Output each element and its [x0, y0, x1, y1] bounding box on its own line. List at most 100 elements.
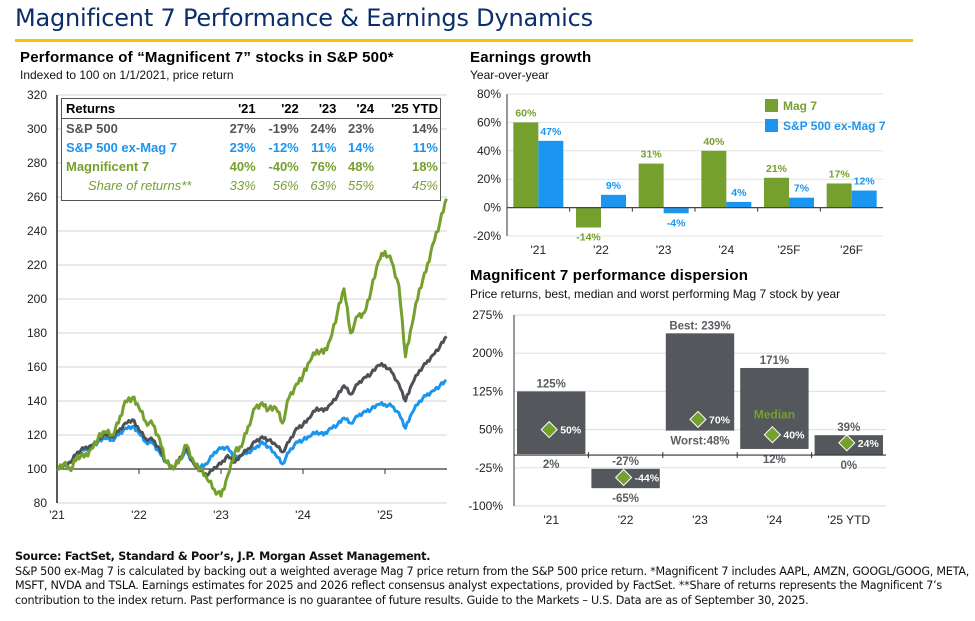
y-tick-label: 275% [472, 308, 503, 322]
x-tick-label: '21 [49, 508, 65, 522]
x-tick-label: '22 [131, 508, 147, 522]
returns-table-row: S&P 500 27% -19% 24% 23% 14% [62, 119, 440, 139]
y-tick-label: 200 [27, 292, 47, 306]
y-tick-label: 125% [472, 384, 503, 398]
y-tick-label: 260 [27, 190, 47, 204]
y-tick-label: 120 [27, 428, 47, 442]
y-tick-label: 140 [27, 394, 47, 408]
series-line-s-p-500 [57, 335, 448, 478]
x-tick-label: '24 [295, 508, 311, 522]
bar-data-label: 31% [641, 149, 663, 161]
y-tick-label: 50% [479, 423, 503, 437]
x-tick-label: '24 [719, 243, 735, 257]
x-tick-label: '25 YTD [827, 513, 870, 527]
median-label: 70% [709, 414, 731, 426]
bar-mag7 [576, 207, 601, 228]
x-tick-label: '21 [543, 513, 559, 527]
row-value: 11% [412, 140, 438, 155]
row-label: Magnificent 7 [66, 159, 150, 174]
y-tick-label: -20% [473, 229, 501, 243]
y-tick-label: 280 [27, 156, 47, 170]
performance-chart-subtitle: Indexed to 100 on 1/1/2021, price return [20, 68, 234, 82]
y-tick-label: 200% [472, 346, 503, 360]
bar-data-label: -4% [667, 217, 686, 229]
best-label: 125% [536, 378, 565, 390]
bar-mag7 [513, 122, 539, 208]
row-value: -40% [268, 159, 299, 174]
bar-data-label: -14% [576, 231, 601, 243]
bar-data-label: 4% [731, 187, 747, 199]
worst-label: 12% [763, 454, 786, 466]
row-value: 23% [348, 121, 375, 136]
bar-data-label: 60% [515, 107, 537, 119]
worst-label: -65% [612, 493, 639, 505]
x-tick-label: '26F [840, 243, 863, 257]
y-tick-label: 300 [27, 122, 47, 136]
page-title: Magnificent 7 Performance & Earnings Dyn… [15, 4, 593, 32]
header-year: '23 [300, 99, 339, 119]
y-tick-label: 320 [27, 88, 47, 102]
row-value: 45% [411, 178, 438, 193]
earnings-chart-subtitle: Year-over-year [470, 68, 549, 82]
worst-label: 0% [840, 460, 857, 472]
y-tick-label: 60% [477, 115, 501, 129]
median-label: 40% [783, 430, 805, 442]
y-tick-label: 80% [477, 87, 501, 101]
legend-swatch [765, 99, 778, 112]
bar-data-label: 7% [794, 183, 810, 195]
row-value: 76% [310, 159, 337, 174]
median-marker [763, 425, 782, 444]
median-annotation: Median [754, 407, 795, 421]
footnote-text: S&P 500 ex-Mag 7 is calculated by backin… [15, 564, 970, 607]
row-value: 56% [272, 178, 299, 193]
bar-ex-mag7 [601, 194, 626, 208]
header-label: Returns [62, 99, 220, 119]
row-value: 63% [310, 178, 337, 193]
row-value: 14% [411, 121, 438, 136]
y-tick-label: 0% [484, 201, 502, 215]
legend-swatch [765, 119, 778, 132]
bar-ex-mag7 [726, 201, 752, 208]
bar-data-label: 21% [766, 163, 788, 175]
y-tick-label: 240 [27, 224, 47, 238]
bar-ex-mag7 [789, 197, 814, 208]
x-tick-label: '22 [593, 243, 609, 257]
bar-ex-mag7 [663, 207, 689, 214]
median-marker [614, 468, 633, 487]
worst-label: 2% [543, 459, 560, 471]
row-value: 24% [310, 121, 337, 136]
row-value: 33% [229, 178, 256, 193]
title-divider [15, 39, 913, 42]
performance-chart-title: Performance of “Magnificent 7” stocks in… [20, 49, 394, 66]
row-value: -19% [268, 121, 299, 136]
legend-label: S&P 500 ex-Mag 7 [783, 119, 886, 133]
earnings-bar-chart: -20%0%20%40%60%80%60%47%'21-14%9%'2231%-… [473, 87, 886, 257]
x-tick-label: '22 [618, 513, 634, 527]
row-value: 40% [229, 159, 256, 174]
best-label: 171% [760, 355, 789, 367]
dispersion-chart-title: Magnificent 7 performance dispersion [470, 267, 749, 284]
best-label: Best: 239% [669, 320, 730, 332]
bar-data-label: 9% [606, 180, 622, 192]
bar-ex-mag7 [538, 140, 564, 208]
row-value: 11% [311, 140, 337, 155]
legend-label: Mag 7 [783, 99, 817, 113]
best-label: -27% [612, 456, 639, 468]
median-label: -44% [635, 472, 660, 484]
bar-mag7 [701, 150, 727, 208]
returns-table-row: S&P 500 ex-Mag 7 23% -12% 11% 14% 11% [62, 138, 440, 157]
bar-data-label: 47% [540, 126, 562, 138]
row-label: S&P 500 ex-Mag 7 [66, 140, 178, 155]
x-tick-label: '23 [656, 243, 672, 257]
x-tick-label: '21 [531, 243, 547, 257]
row-value: 18% [411, 159, 438, 174]
bar-data-label: 40% [703, 136, 725, 148]
row-value: 55% [348, 178, 375, 193]
returns-table-row: Magnificent 7 40% -40% 76% 48% 18% [62, 157, 440, 176]
bar-data-label: 17% [829, 168, 851, 180]
median-label: 24% [858, 438, 880, 450]
earnings-chart-title: Earnings growth [470, 49, 592, 66]
dispersion-chart-subtitle: Price returns, best, median and worst pe… [470, 287, 841, 301]
bar-mag7 [638, 163, 664, 208]
bar-mag7 [826, 183, 852, 208]
